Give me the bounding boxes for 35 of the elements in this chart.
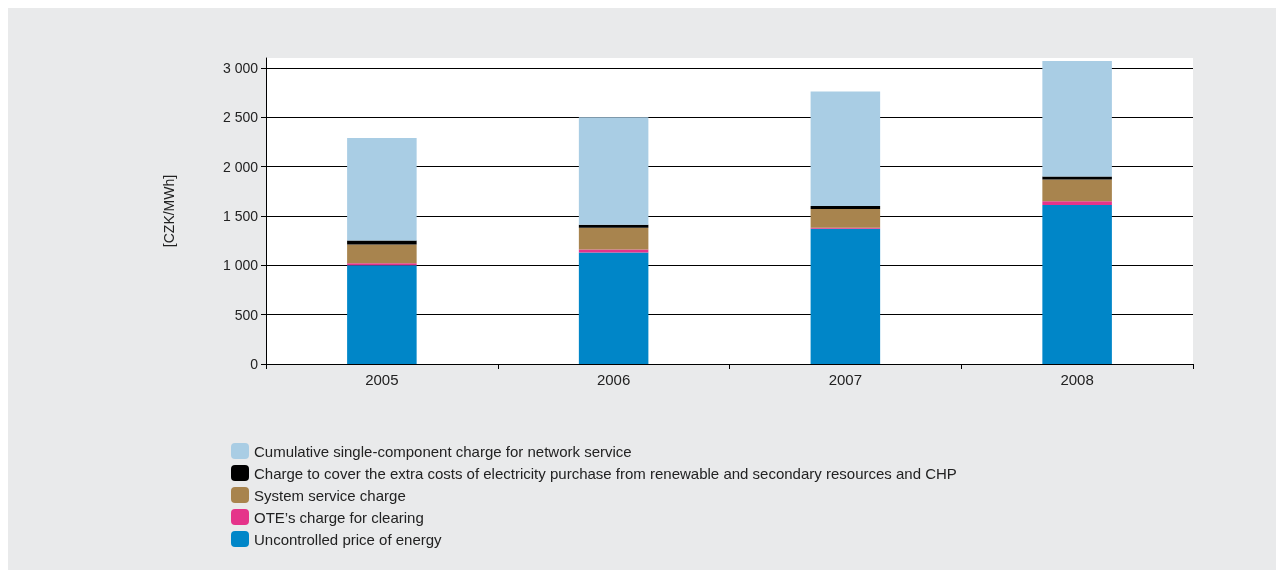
bar: [810, 206, 881, 210]
legend-label: Uncontrolled price of energy: [254, 530, 443, 548]
bar: [347, 244, 417, 264]
y-axis-title: [CZK/MWh]: [161, 174, 177, 248]
bar: [1042, 205, 1112, 364]
bar: [578, 224, 649, 228]
x-tick-label: 2005: [365, 371, 399, 388]
legend-label: Charge to cover the extra costs of electricity purchase from renewable and secondary resources and CHP: [254, 464, 957, 482]
y-tick-label: 2 500: [222, 109, 259, 126]
bar: [810, 228, 881, 364]
y-tick-label: 500: [234, 306, 259, 323]
x-tick-label: 2007: [828, 371, 863, 388]
y-tick-label: 0: [250, 356, 259, 372]
legend-label: OTE’s charge for clearing: [254, 508, 424, 526]
y-tick-label: 1 000: [222, 257, 259, 274]
bar: [578, 117, 649, 225]
bar: [347, 137, 417, 241]
bar: [1042, 60, 1112, 177]
y-tick-label: 3 000: [222, 59, 259, 76]
bar: [810, 91, 881, 207]
legend-label: System service charge: [254, 486, 406, 504]
bar: [578, 249, 649, 253]
bar: [810, 209, 881, 228]
bar: [1042, 179, 1112, 202]
legend-label: Cumulative single-component charge for network service: [254, 442, 632, 460]
y-tick-label: 1 500: [222, 207, 259, 224]
x-tick-label: 2008: [1060, 371, 1094, 388]
x-tick-label: 2006: [596, 371, 631, 388]
bar: [578, 252, 649, 364]
y-tick-label: 2 000: [222, 158, 259, 175]
bar: [347, 240, 417, 245]
bar: [1042, 176, 1112, 180]
bar: [1042, 201, 1112, 206]
bar: [347, 265, 417, 364]
bar: [578, 227, 649, 250]
